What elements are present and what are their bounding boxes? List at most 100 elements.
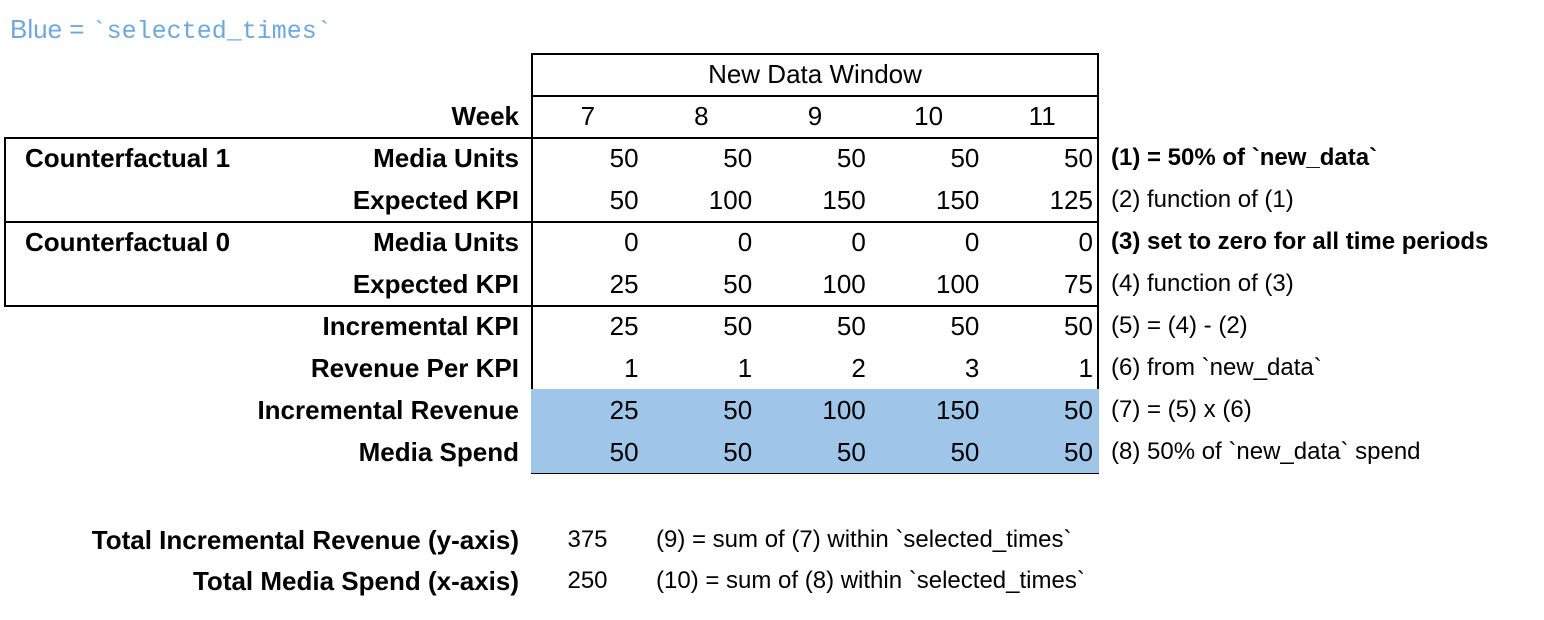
legend: Blue = `selected_times` [10, 14, 332, 46]
row-note: (2) function of (1) [1111, 186, 1294, 213]
week-cell: 11 [1028, 100, 1056, 131]
value-cell: 50 [723, 310, 753, 341]
value-cell: 1 [737, 352, 753, 383]
value-cell: 100 [822, 394, 866, 425]
value-cells: 25 50 50 50 50 [531, 305, 1099, 347]
week-label: Week [451, 100, 519, 131]
value-cell: 25 [609, 268, 639, 299]
row-label: Media Units [373, 142, 519, 173]
row-label: Incremental Revenue [257, 394, 519, 425]
value-cell: 50 [950, 142, 980, 173]
row-label: Media Units [373, 226, 519, 257]
value-cell: 50 [836, 310, 866, 341]
value-cell: 0 [851, 226, 866, 257]
week-cell: 9 [807, 100, 823, 131]
value-cell: 150 [935, 394, 980, 425]
row-note: (8) 50% of `new_data` spend [1111, 438, 1421, 465]
total-note: (9) = sum of (7) within `selected_times` [656, 526, 1072, 553]
table-border-line [4, 221, 1099, 223]
value-cell: 50 [723, 142, 753, 173]
table-border-line [4, 305, 1099, 307]
value-cell: 1 [1078, 352, 1093, 383]
total-value: 375 [567, 526, 608, 553]
row-label: Incremental KPI [322, 310, 519, 341]
value-cell: 0 [1078, 226, 1093, 257]
total-row: Total Media Spend (x-axis) 250 (10) = su… [0, 561, 1544, 601]
table-row: Revenue Per KPI 1 1 2 3 1 (6) from `new_… [0, 347, 1544, 389]
legend-label: Blue = [10, 14, 92, 44]
value-cell: 50 [950, 310, 980, 341]
value-cell: 50 [609, 184, 639, 215]
table-border-line [4, 137, 1099, 139]
total-note: (10) = sum of (8) within `selected_times… [656, 567, 1085, 594]
table-row: Media Spend 50 50 50 50 50 (8) 50% of `n… [0, 431, 1544, 473]
value-cell: 50 [1064, 436, 1093, 467]
value-cell: 50 [723, 268, 753, 299]
value-cell: 0 [737, 226, 753, 257]
value-cells-highlighted: 50 50 50 50 50 [531, 431, 1099, 473]
row-label: Expected KPI [352, 268, 519, 299]
value-cell: 125 [1049, 184, 1093, 215]
value-cell: 0 [964, 226, 980, 257]
week-cell: 7 [580, 100, 596, 131]
table-row: Expected KPI 25 50 100 100 75 (4) functi… [0, 263, 1544, 305]
window-header: New Data Window [708, 58, 922, 89]
table-border-line [4, 137, 6, 307]
table-row: Counterfactual 0 Media Units 0 0 0 0 0 (… [0, 221, 1544, 263]
value-cell: 100 [708, 184, 753, 215]
value-cells: 0 0 0 0 0 [531, 221, 1099, 263]
total-label: Total Incremental Revenue (y-axis) [91, 524, 519, 555]
value-cell: 2 [851, 352, 866, 383]
value-cells-highlighted: 25 50 100 150 50 [531, 389, 1099, 431]
week-row: Week 7 8 9 10 11 [0, 95, 1544, 137]
value-cell: 75 [1064, 268, 1093, 299]
value-cells: 1 1 2 3 1 [531, 347, 1099, 389]
week-cell: 10 [914, 100, 944, 131]
value-cell: 25 [609, 310, 639, 341]
legend-code: `selected_times` [91, 17, 332, 46]
value-cell: 3 [964, 352, 980, 383]
row-note: (6) from `new_data` [1111, 354, 1322, 381]
value-cell: 50 [609, 436, 639, 467]
table-border-line [531, 95, 1099, 97]
row-note: (4) function of (3) [1111, 270, 1294, 297]
table-row: Incremental KPI 25 50 50 50 50 (5) = (4)… [0, 305, 1544, 347]
row-label: Expected KPI [352, 184, 519, 215]
window-header-row: New Data Window [0, 53, 1544, 95]
value-cells: 50 50 50 50 50 [531, 137, 1099, 179]
value-cell: 50 [1064, 394, 1093, 425]
value-cell: 50 [836, 142, 866, 173]
group-label: Counterfactual 1 [25, 142, 231, 173]
value-cell: 50 [723, 394, 753, 425]
data-window-border [531, 53, 1099, 474]
value-cell: 50 [609, 142, 639, 173]
value-cell: 50 [836, 436, 866, 467]
row-note: (5) = (4) - (2) [1111, 312, 1248, 339]
value-cell: 50 [1064, 142, 1093, 173]
value-cell: 50 [723, 436, 753, 467]
value-cell: 0 [624, 226, 639, 257]
total-value: 250 [567, 567, 608, 594]
table-row: Incremental Revenue 25 50 100 150 50 (7)… [0, 389, 1544, 431]
table-row: Expected KPI 50 100 150 150 125 (2) func… [0, 179, 1544, 221]
value-cell: 100 [935, 268, 980, 299]
row-note: (1) = 50% of `new_data` [1111, 144, 1378, 171]
row-label: Media Spend [358, 436, 519, 467]
value-cells: 25 50 100 100 75 [531, 263, 1099, 305]
value-cell: 100 [822, 268, 866, 299]
week-cell: 8 [694, 100, 709, 131]
total-row: Total Incremental Revenue (y-axis) 375 (… [0, 520, 1544, 560]
value-cell: 150 [822, 184, 866, 215]
value-cell: 50 [950, 436, 980, 467]
total-label: Total Media Spend (x-axis) [192, 565, 519, 596]
row-note: (3) set to zero for all time periods [1111, 228, 1489, 255]
value-cell: 150 [935, 184, 980, 215]
value-cells: 50 100 150 150 125 [531, 179, 1099, 221]
row-label: Revenue Per KPI [310, 352, 519, 383]
group-label: Counterfactual 0 [25, 226, 231, 257]
table-row: Counterfactual 1 Media Units 50 50 50 50… [0, 137, 1544, 179]
value-cell: 25 [609, 394, 639, 425]
value-cell: 1 [624, 352, 639, 383]
value-cell: 50 [1064, 310, 1093, 341]
